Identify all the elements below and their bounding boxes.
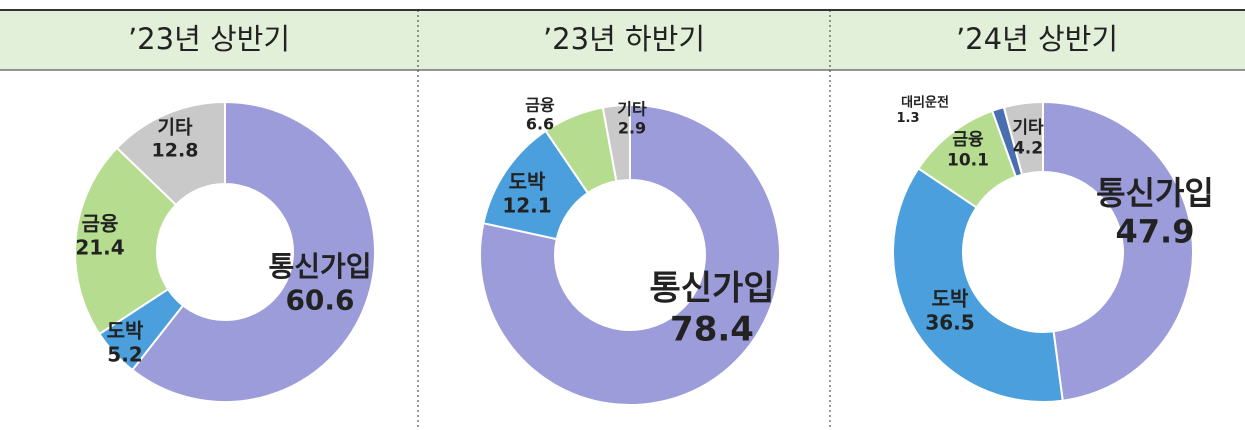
slice-label: 도박 bbox=[107, 319, 144, 343]
donut-slice bbox=[479, 103, 781, 406]
header-band bbox=[0, 10, 1245, 70]
slice-label: 금융 bbox=[82, 212, 119, 236]
slice-label: 금융 bbox=[952, 130, 984, 150]
slice-label: 통신가입 bbox=[649, 269, 774, 309]
slice-label: 통신가입 bbox=[1096, 174, 1214, 212]
donut-slice bbox=[1042, 100, 1194, 402]
slice-value: 47.9 bbox=[1116, 212, 1195, 250]
slice-label: 기타 bbox=[1012, 118, 1044, 138]
slice-label: 기타 bbox=[617, 100, 647, 119]
donut-slice bbox=[74, 146, 178, 336]
slice-value: 12.1 bbox=[502, 194, 551, 218]
slice-value: 1.3 bbox=[896, 111, 919, 126]
slice-value: 78.4 bbox=[670, 309, 754, 349]
slice-label: 도박 bbox=[932, 287, 969, 311]
panel-title: ’23년 하반기 bbox=[543, 22, 705, 56]
panel-title: ’23년 상반기 bbox=[128, 22, 290, 56]
donut-slice bbox=[115, 100, 226, 207]
donut-slice bbox=[892, 167, 1064, 403]
slice-value: 10.1 bbox=[947, 150, 989, 170]
slice-value: 4.2 bbox=[1013, 138, 1043, 158]
slice-label: 금융 bbox=[525, 96, 555, 115]
slice-value: 60.6 bbox=[285, 284, 354, 317]
donut-slice bbox=[601, 103, 631, 183]
slice-label: 통신가입 bbox=[268, 250, 371, 283]
slice-label: 기타 bbox=[158, 117, 193, 139]
slice-value: 6.6 bbox=[526, 115, 554, 134]
donut-slice bbox=[130, 100, 376, 403]
panel-title: ’24년 상반기 bbox=[956, 22, 1118, 56]
slice-label: 도박 bbox=[509, 170, 546, 194]
slice-value: 12.8 bbox=[152, 139, 199, 161]
donut-slice bbox=[1002, 100, 1044, 176]
slice-value: 21.4 bbox=[75, 236, 124, 260]
slice-label: 대리운전 bbox=[901, 95, 949, 111]
slice-value: 2.9 bbox=[618, 119, 646, 138]
slice-value: 36.5 bbox=[925, 311, 974, 335]
slice-value: 5.2 bbox=[107, 343, 142, 367]
